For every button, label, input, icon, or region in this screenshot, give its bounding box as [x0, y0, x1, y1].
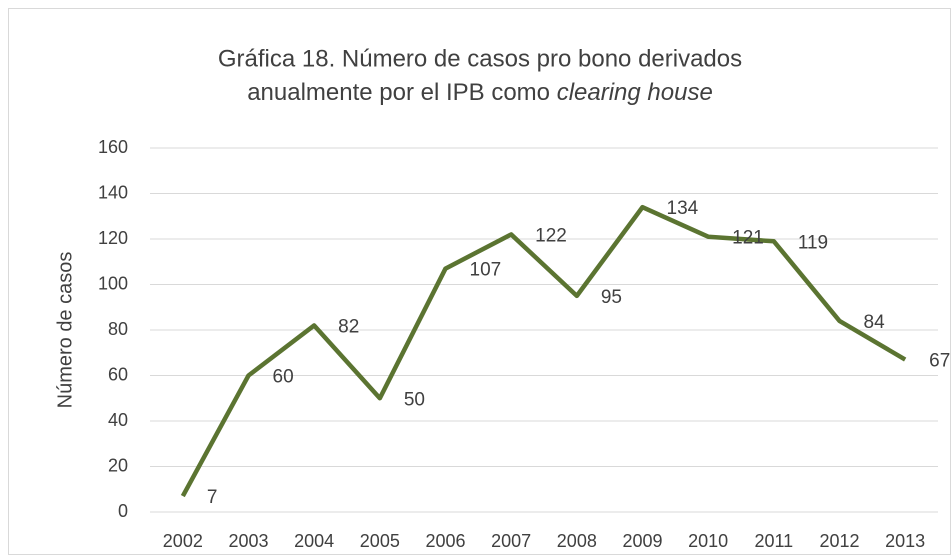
data-label: 7: [207, 487, 218, 508]
x-tick-label: 2002: [163, 531, 203, 551]
chart-title-italic: clearing house: [557, 79, 713, 106]
x-tick-label: 2009: [622, 531, 662, 551]
y-axis-label: Número de casos: [54, 252, 76, 409]
data-label: 67: [929, 351, 950, 372]
y-tick-label: 100: [98, 273, 128, 293]
data-label: 60: [273, 367, 294, 388]
x-tick-label: 2004: [294, 531, 334, 551]
data-label: 82: [338, 316, 359, 337]
chart-title: anualmente por el IPB como clearing hous…: [247, 79, 713, 106]
chart-title: Gráfica 18. Número de casos pro bono der…: [218, 45, 742, 72]
chart-border: [8, 8, 951, 555]
y-tick-label: 20: [108, 455, 128, 475]
data-line: [180, 204, 907, 498]
x-tick-label: 2008: [557, 531, 597, 551]
x-tick-label: 2010: [688, 531, 728, 551]
x-tick-label: 2005: [360, 531, 400, 551]
x-tick-label: 2003: [228, 531, 268, 551]
data-label: 119: [798, 232, 828, 253]
data-label: 50: [404, 389, 425, 410]
y-tick-label: 140: [98, 182, 128, 202]
y-tick-label: 0: [118, 501, 128, 521]
data-label: 84: [864, 312, 886, 333]
data-label: 122: [535, 225, 567, 246]
x-tick-label: 2006: [425, 531, 465, 551]
y-tick-label: 160: [98, 137, 128, 157]
y-tick-label: 80: [108, 319, 128, 339]
x-tick-label: 2007: [491, 531, 531, 551]
y-tick-label: 120: [98, 228, 128, 248]
y-tick-label: 40: [108, 410, 128, 430]
chart-title: anualmente por el IPB como: [247, 79, 550, 106]
x-tick-label: 2011: [754, 531, 793, 551]
data-label: 121: [732, 228, 764, 249]
data-label: 134: [667, 198, 699, 219]
x-tick-label: 2012: [819, 531, 859, 551]
x-tick-label: 2013: [885, 531, 925, 551]
data-label: 107: [470, 260, 502, 281]
data-label: 95: [601, 287, 622, 308]
y-tick-label: 60: [108, 364, 128, 384]
